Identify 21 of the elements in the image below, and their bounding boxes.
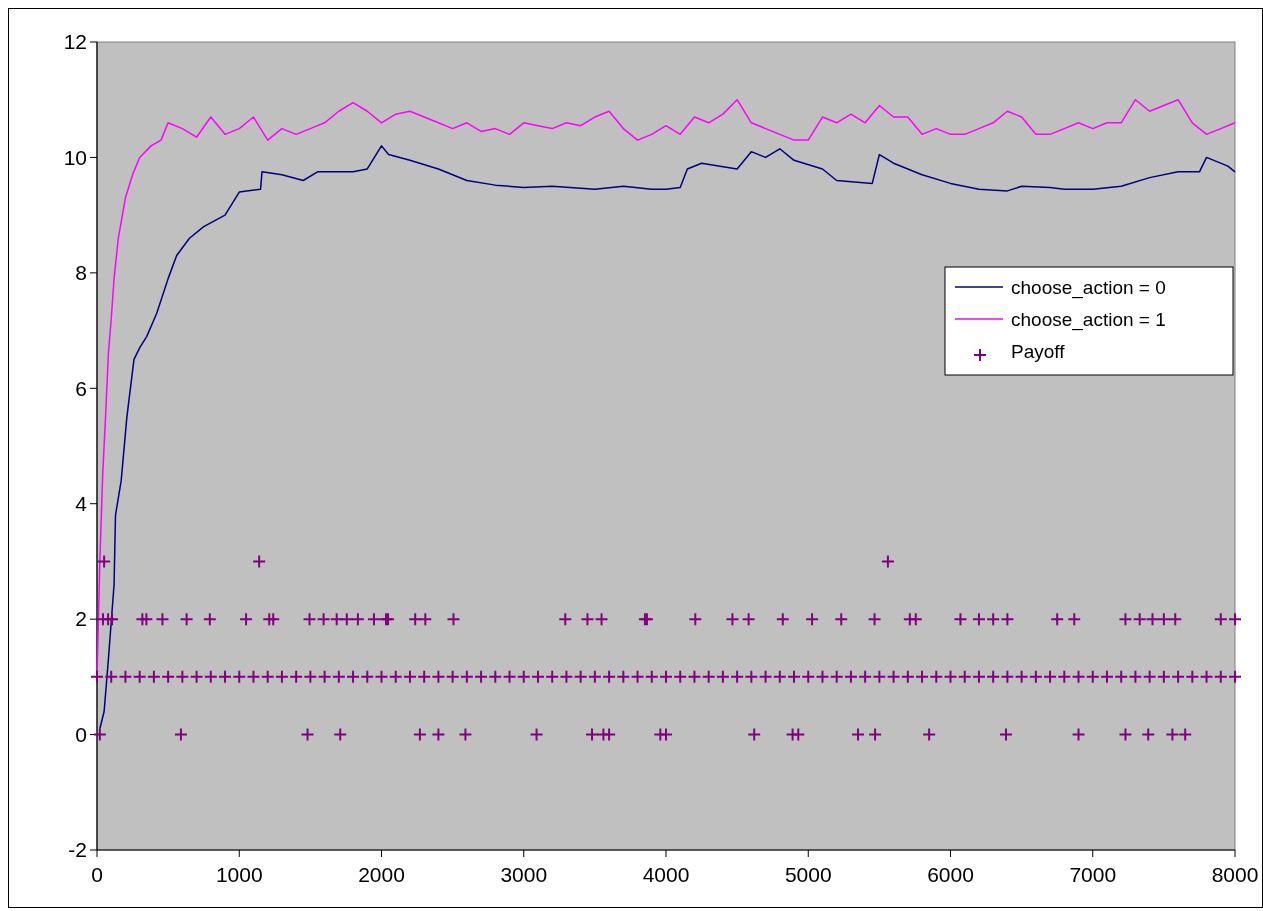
y-tick-label: 12 [63, 30, 87, 54]
x-tick-label: 5000 [784, 863, 832, 886]
x-tick-label: 0 [91, 863, 103, 886]
y-tick-label: 0 [75, 722, 87, 746]
y-tick-label: 4 [75, 492, 88, 516]
y-tick-label: 10 [63, 145, 87, 169]
legend-label: choose_action = 1 [1011, 308, 1166, 331]
y-tick-label: -2 [68, 838, 87, 862]
line-series [99, 145, 1236, 730]
x-tick-label: 2000 [358, 863, 405, 886]
x-tick-label: 1000 [215, 863, 263, 886]
legend-label: choose_action = 0 [1011, 276, 1166, 299]
x-tick-label: 4000 [642, 863, 690, 886]
y-tick-label: 8 [75, 261, 87, 285]
y-tick-label: 2 [75, 607, 87, 631]
x-tick-label: 7000 [1069, 863, 1117, 886]
y-tick-label: 6 [75, 376, 87, 400]
x-tick-label: 8000 [1211, 863, 1259, 886]
legend-label: Payoff [1011, 340, 1066, 362]
x-tick-label: 6000 [927, 863, 974, 886]
x-tick-label: 3000 [500, 863, 548, 886]
